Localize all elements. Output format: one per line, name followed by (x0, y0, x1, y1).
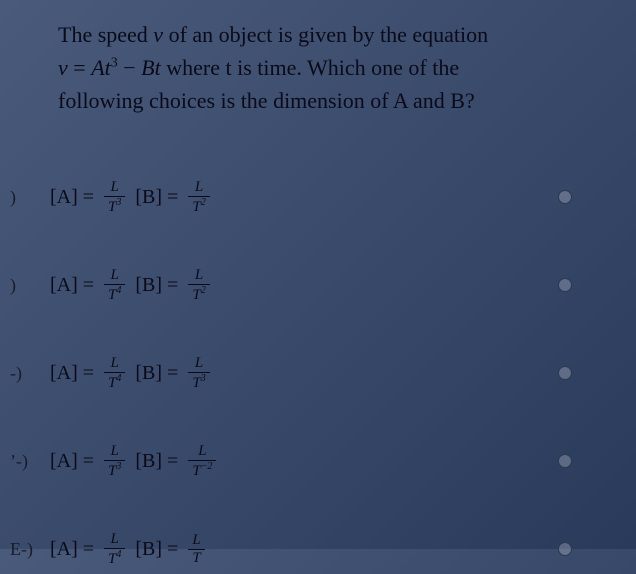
fraction-A-denominator: T4 (104, 548, 125, 568)
choice-marker: ) (10, 187, 50, 208)
choice-formula: [A] =LT4[B] =LT2 (50, 267, 558, 303)
dimension-B-label: [B] = (135, 186, 178, 209)
choice-row[interactable]: )[A] =LT4[B] =LT2 (10, 260, 622, 310)
fraction-A: LT3 (104, 443, 125, 479)
fraction-A-numerator: L (107, 443, 123, 460)
variable-v: v (153, 22, 163, 47)
dimension-A-label: [A] = (50, 274, 94, 297)
choice-radio[interactable] (558, 366, 572, 380)
question-text-part: of an object is given by the equation (163, 22, 488, 47)
choice-radio[interactable] (558, 278, 572, 292)
fraction-B: LT2 (188, 179, 209, 215)
fraction-B-numerator: L (188, 532, 204, 549)
dimension-A-label: [A] = (50, 362, 94, 385)
choice-formula: [A] =LT3[B] =LT−2 (50, 443, 558, 479)
choice-marker: ’-) (10, 451, 50, 472)
question-stem: The speed v of an object is given by the… (0, 18, 622, 117)
choices-container: )[A] =LT3[B] =LT2)[A] =LT4[B] =LT2-)[A] … (0, 172, 622, 574)
eq-term2: Bt (141, 55, 161, 80)
choice-row[interactable]: E-)[A] =LT4[B] =LT (10, 524, 622, 574)
fraction-A-denominator: T3 (104, 196, 125, 216)
fraction-B-numerator: L (191, 179, 207, 196)
dimension-B-label: [B] = (135, 538, 178, 561)
question-text-part: following choices is the dimension of A … (58, 88, 475, 113)
fraction-A: LT4 (104, 267, 125, 303)
choice-radio[interactable] (558, 542, 572, 556)
eq-term1-exp: 3 (111, 56, 118, 71)
choice-row[interactable]: )[A] =LT3[B] =LT2 (10, 172, 622, 222)
choice-marker: E-) (10, 539, 50, 560)
question-text-part: where t is time. Which one of the (161, 55, 459, 80)
choice-marker: ) (10, 275, 50, 296)
fraction-B: LT−2 (188, 443, 216, 479)
fraction-B-denominator: T2 (188, 196, 209, 216)
dimension-B-label: [B] = (135, 450, 178, 473)
fraction-A: LT4 (104, 355, 125, 391)
fraction-B-numerator: L (194, 443, 210, 460)
fraction-B: LT3 (188, 355, 209, 391)
dimension-A-label: [A] = (50, 186, 94, 209)
choice-formula: [A] =LT4[B] =LT3 (50, 355, 558, 391)
dimension-B-label: [B] = (135, 274, 178, 297)
dimension-A-label: [A] = (50, 538, 94, 561)
fraction-A: LT4 (104, 531, 125, 567)
fraction-A-numerator: L (107, 267, 123, 284)
dimension-A-label: [A] = (50, 450, 94, 473)
fraction-A-numerator: L (107, 179, 123, 196)
fraction-B-denominator: T2 (188, 284, 209, 304)
fraction-B: LT2 (188, 267, 209, 303)
choice-marker: -) (10, 363, 50, 384)
fraction-A-denominator: T4 (104, 372, 125, 392)
fraction-A: LT3 (104, 179, 125, 215)
fraction-A-denominator: T4 (104, 284, 125, 304)
fraction-B-denominator: T (188, 549, 204, 567)
question-text-part: The speed (58, 22, 153, 47)
eq-minus: − (118, 55, 141, 80)
fraction-A-denominator: T3 (104, 460, 125, 480)
choice-radio[interactable] (558, 454, 572, 468)
fraction-B-denominator: T−2 (188, 460, 216, 480)
fraction-A-numerator: L (107, 355, 123, 372)
choice-formula: [A] =LT4[B] =LT (50, 531, 558, 567)
choice-row[interactable]: -)[A] =LT4[B] =LT3 (10, 348, 622, 398)
dimension-B-label: [B] = (135, 362, 178, 385)
choice-row[interactable]: ’-)[A] =LT3[B] =LT−2 (10, 436, 622, 486)
fraction-A-numerator: L (107, 531, 123, 548)
choice-radio[interactable] (558, 190, 572, 204)
eq-lhs: v (58, 55, 68, 80)
fraction-B: LT (188, 532, 204, 566)
eq-term1: At (91, 55, 111, 80)
choice-formula: [A] =LT3[B] =LT2 (50, 179, 558, 215)
fraction-B-numerator: L (191, 355, 207, 372)
fraction-B-numerator: L (191, 267, 207, 284)
fraction-B-denominator: T3 (188, 372, 209, 392)
eq-equals: = (68, 55, 91, 80)
